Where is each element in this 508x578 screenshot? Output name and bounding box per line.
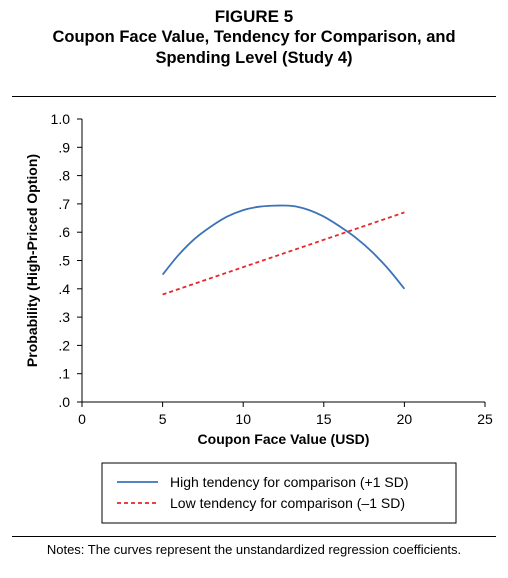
y-tick-label: .4 [58, 281, 70, 297]
y-tick-label: .3 [58, 309, 70, 325]
x-tick-label: 25 [477, 411, 493, 427]
bottom-rule [12, 536, 496, 537]
x-tick-label: 20 [397, 411, 413, 427]
legend-label: High tendency for comparison (+1 SD) [170, 474, 409, 490]
x-axis-title: Coupon Face Value (USD) [198, 431, 370, 447]
legend-box [101, 462, 457, 524]
y-tick-label: .8 [58, 168, 70, 184]
y-tick-label: .6 [58, 224, 70, 240]
series-line-high-tendency [161, 204, 406, 290]
chart-series [161, 204, 406, 296]
legend-label: Low tendency for comparison (–1 SD) [170, 495, 405, 511]
y-axis-title: Probability (High-Priced Option) [24, 154, 40, 367]
y-tick-label: .1 [58, 366, 70, 382]
figure-notes: Notes: The curves represent the unstanda… [46, 542, 462, 557]
x-tick-label: 15 [316, 411, 332, 427]
y-tick-label: 1.0 [51, 111, 71, 127]
x-tick-label: 5 [159, 411, 167, 427]
top-rule [12, 96, 496, 97]
y-tick-label: .2 [58, 337, 70, 353]
figure-title-line-1: Coupon Face Value, Tendency for Comparis… [52, 28, 456, 46]
series-line-low-tendency [162, 211, 405, 296]
figure-title-line-2: Spending Level (Study 4) [155, 49, 353, 67]
y-tick-label: .9 [58, 139, 70, 155]
chart-legend: High tendency for comparison (+1 SD) Low … [101, 462, 457, 524]
figure-label: FIGURE 5 [214, 7, 294, 26]
chart-axes: .0 .1 .2 .3 .4 .5 .6 .7 .8 .9 1.0 0 5 10 15 20 25 [51, 111, 493, 427]
x-tick-label: 10 [235, 411, 251, 427]
y-tick-label: .0 [58, 394, 70, 410]
figure-title-block: FIGURE 5 Coupon Face Value, Tendency for… [0, 6, 508, 69]
y-tick-label: .5 [58, 253, 70, 269]
y-tick-label: .7 [58, 196, 70, 212]
x-tick-label: 0 [78, 411, 86, 427]
